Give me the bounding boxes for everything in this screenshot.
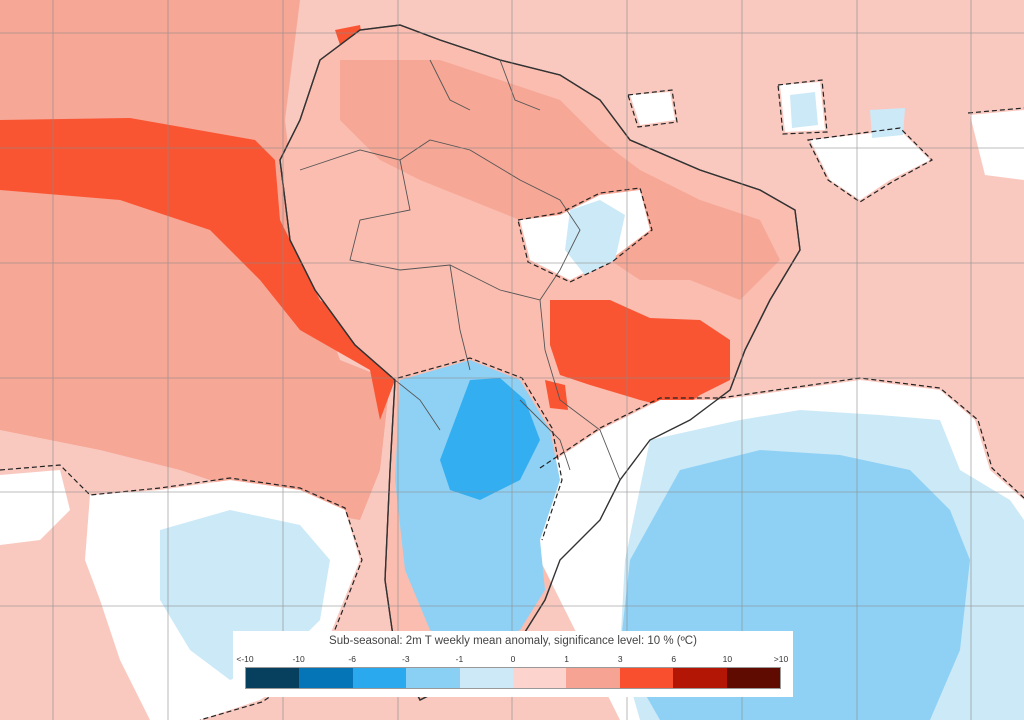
colorbar-legend: Sub-seasonal: 2m T weekly mean anomaly, …	[233, 631, 793, 697]
legend-swatch	[406, 668, 460, 688]
argentina-cool-strong	[440, 378, 540, 500]
cool-patch-atlantic-1	[790, 92, 818, 128]
south-america-coastline	[279, 24, 801, 701]
legend-tick-label: -10	[292, 654, 305, 664]
legend-color-bar	[245, 667, 781, 689]
legend-swatch	[299, 668, 353, 688]
legend-tick-label: >10	[773, 654, 789, 664]
nonsignificant-patch-1	[810, 130, 930, 200]
nonsignificant-patch-2	[970, 110, 1024, 180]
legend-swatch	[619, 668, 674, 688]
legend-title: Sub-seasonal: 2m T weekly mean anomaly, …	[329, 635, 697, 647]
legend-tick-label: -6	[348, 654, 356, 664]
legend-tick-label: -1	[455, 654, 464, 664]
cool-patch-brazil	[565, 200, 625, 275]
amazon-moderate-warm	[340, 60, 780, 300]
legend-swatch	[513, 668, 567, 688]
legend-tick-labels: <-10 -10 -6 -3 -1 0 1 3 6 10 >10	[233, 631, 793, 697]
legend-swatch	[246, 668, 300, 688]
legend-tick-label: <-10	[236, 654, 254, 664]
legend-tick-label: 3	[617, 654, 623, 664]
legend-tick-label: 10	[722, 654, 733, 664]
nonsignificant-patch-4	[0, 470, 70, 545]
legend-swatch	[352, 668, 407, 688]
nonsignificant-patch-5	[630, 92, 675, 125]
legend-tick-label: 1	[564, 654, 569, 664]
peru-warm-band	[0, 118, 395, 420]
brazil-strong-warm	[550, 300, 730, 410]
legend-swatch	[566, 668, 620, 688]
legend-tick-label: 6	[671, 654, 677, 664]
brazil-warm-spot	[545, 380, 568, 410]
legend-tick-label: -3	[402, 654, 410, 664]
legend-swatch	[726, 668, 781, 688]
cool-patch-atlantic-2	[870, 108, 905, 138]
legend-swatch	[673, 668, 727, 688]
legend-swatch	[459, 668, 514, 688]
legend-tick-label: 0	[510, 654, 516, 664]
